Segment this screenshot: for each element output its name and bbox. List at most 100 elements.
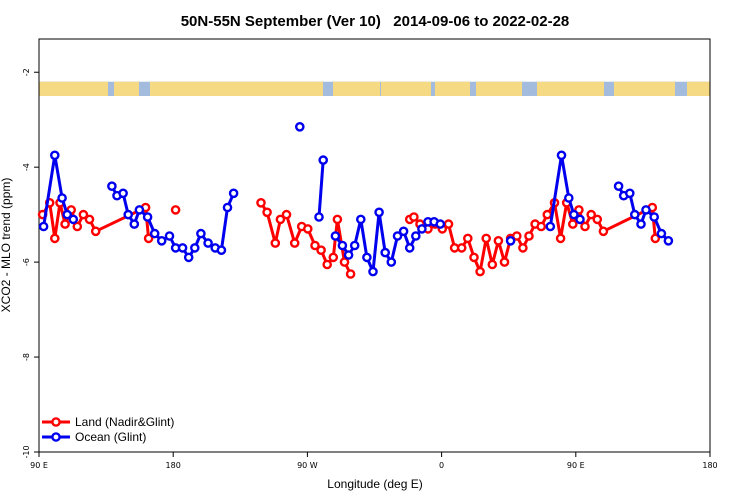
land-point xyxy=(275,214,286,225)
land-point xyxy=(332,214,343,225)
land-point xyxy=(143,233,154,244)
legend-ocean-marker xyxy=(51,432,61,442)
land-point xyxy=(50,233,60,244)
legend-land-marker xyxy=(51,417,61,427)
ocean-point xyxy=(630,209,640,220)
land-point xyxy=(78,209,89,220)
land-point xyxy=(409,212,419,222)
ocean-point xyxy=(613,181,624,191)
land-patch xyxy=(114,81,139,96)
y-tick-label: -2 xyxy=(22,68,31,76)
ocean-point xyxy=(228,188,239,199)
ocean-point xyxy=(392,231,403,241)
ocean-point xyxy=(62,209,72,220)
plot-frame xyxy=(38,38,711,453)
ocean-point xyxy=(398,226,409,237)
land-patch xyxy=(39,81,108,96)
ocean-point xyxy=(569,209,579,220)
ocean-point xyxy=(177,243,188,253)
y-tick-label: -10 xyxy=(22,445,31,458)
ocean-point xyxy=(118,188,128,199)
ocean-point xyxy=(149,228,160,239)
x-tick-label: 90 E xyxy=(567,461,585,470)
ocean-point xyxy=(129,219,140,229)
ocean-point xyxy=(575,214,585,225)
land-point xyxy=(289,238,300,248)
ocean-point xyxy=(649,212,660,222)
land-patch xyxy=(435,81,470,96)
land-point xyxy=(72,221,83,232)
ocean-point xyxy=(362,252,372,263)
land-point xyxy=(345,269,356,279)
ocean-point xyxy=(435,219,446,229)
land-patch xyxy=(476,81,522,96)
ocean-point xyxy=(294,122,305,132)
y-tick-label: -6 xyxy=(22,258,31,266)
land-patch xyxy=(614,81,675,96)
x-tick-label: 180 xyxy=(166,461,181,470)
ocean-point xyxy=(203,238,213,248)
land-point xyxy=(281,209,292,220)
ocean-point xyxy=(374,207,384,218)
ocean-point xyxy=(164,231,175,241)
ocean-point xyxy=(404,243,415,253)
ocean-point xyxy=(183,252,194,263)
ocean-point xyxy=(410,231,421,241)
ocean-point xyxy=(142,212,153,222)
ocean-point xyxy=(337,240,348,251)
land-point xyxy=(60,219,70,229)
ocean-point xyxy=(314,212,324,222)
land-point xyxy=(475,266,485,277)
ocean-point xyxy=(216,245,227,255)
ocean-point xyxy=(38,221,49,232)
ocean-point xyxy=(636,219,646,229)
land-point xyxy=(310,240,320,251)
ocean-point xyxy=(330,231,341,241)
ocean-point xyxy=(50,150,60,161)
y-tick-label: -8 xyxy=(22,353,31,361)
land-patch xyxy=(333,81,380,96)
ocean-point xyxy=(417,224,427,234)
land-point xyxy=(302,224,313,234)
ocean-point xyxy=(123,209,133,220)
ocean-point xyxy=(107,181,117,191)
land-point xyxy=(598,226,609,237)
legend-ocean-label: Ocean (Glint) xyxy=(75,430,146,444)
ocean-point xyxy=(545,221,556,232)
land-patch xyxy=(687,81,710,96)
ocean-point xyxy=(663,235,674,246)
ocean-point xyxy=(189,243,200,253)
ocean-point xyxy=(196,228,206,239)
ocean-point xyxy=(564,193,574,203)
x-tick-label: 0 xyxy=(439,461,444,470)
land-point xyxy=(456,243,467,253)
land-point xyxy=(592,214,603,225)
ocean-point xyxy=(57,193,67,203)
ocean-point xyxy=(68,214,79,225)
land-point xyxy=(586,209,597,220)
legend: Land (Nadir&Glint) Ocean (Glint) xyxy=(42,415,174,444)
ocean-point xyxy=(505,235,516,246)
ocean-point xyxy=(134,205,145,215)
x-axis-label: Longitude (deg E) xyxy=(327,477,422,491)
ocean-point xyxy=(656,228,667,239)
y-axis: -2 -4 -6 -8 -10 xyxy=(22,68,39,459)
ocean-point xyxy=(380,247,391,258)
land-point xyxy=(568,219,578,229)
ocean-point xyxy=(355,214,366,225)
ocean-point xyxy=(318,155,329,165)
ocean-point xyxy=(368,266,378,277)
x-tick-label: 90 E xyxy=(30,461,48,470)
land-point xyxy=(322,259,333,270)
ocean-point xyxy=(156,235,167,246)
y-axis-label: XCO2 - MLO trend (ppm) xyxy=(0,178,13,313)
land-point xyxy=(270,238,281,248)
y-tick-label: -4 xyxy=(22,163,31,171)
land-point xyxy=(512,231,522,241)
land-point xyxy=(518,243,528,253)
series-land xyxy=(37,197,661,279)
ocean-point xyxy=(386,257,397,267)
ocean-point xyxy=(641,205,651,215)
x-tick-label: 180 xyxy=(702,461,717,470)
